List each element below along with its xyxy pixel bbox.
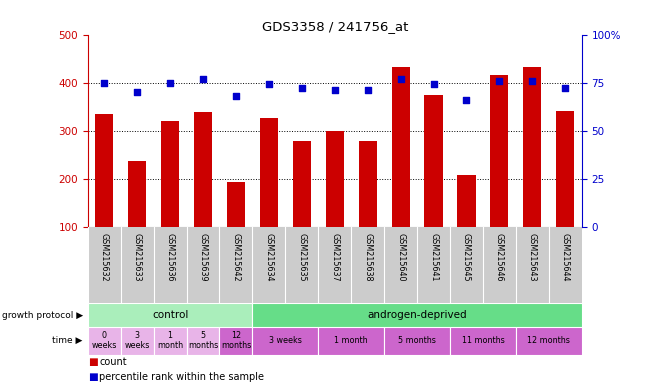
Text: growth protocol ▶: growth protocol ▶: [2, 311, 83, 319]
Text: 5
months: 5 months: [188, 331, 218, 350]
Text: GSM215635: GSM215635: [297, 233, 306, 281]
Text: GSM215632: GSM215632: [99, 233, 109, 281]
Bar: [194, 112, 212, 227]
Text: count: count: [99, 357, 127, 367]
Bar: [326, 131, 344, 227]
Bar: [128, 161, 146, 227]
Point: [560, 85, 571, 91]
Bar: [523, 67, 541, 227]
Text: GSM215643: GSM215643: [528, 233, 537, 281]
Bar: [88, 303, 252, 327]
Point: [462, 97, 472, 103]
Point: [264, 81, 274, 88]
Text: GSM215646: GSM215646: [495, 233, 504, 281]
Bar: [252, 303, 582, 327]
Point: [99, 79, 109, 86]
Point: [165, 79, 176, 86]
Text: 12 months: 12 months: [527, 336, 570, 345]
Bar: [220, 327, 252, 354]
Bar: [391, 67, 410, 227]
Bar: [318, 327, 384, 354]
Text: time ▶: time ▶: [53, 336, 83, 345]
Text: control: control: [152, 310, 188, 320]
Text: ■: ■: [88, 372, 97, 382]
Text: GSM215636: GSM215636: [166, 233, 175, 281]
Text: GSM215645: GSM215645: [462, 233, 471, 281]
Point: [428, 81, 439, 88]
Bar: [121, 327, 153, 354]
Text: androgen-deprived: androgen-deprived: [367, 310, 467, 320]
Text: GSM215642: GSM215642: [231, 233, 240, 281]
Bar: [153, 327, 187, 354]
Point: [231, 93, 241, 99]
Point: [363, 87, 373, 93]
Bar: [450, 327, 516, 354]
Text: GSM215637: GSM215637: [330, 233, 339, 281]
Text: 5 months: 5 months: [398, 336, 436, 345]
Point: [395, 76, 406, 82]
Text: 12
months: 12 months: [221, 331, 251, 350]
Bar: [292, 141, 311, 227]
Text: 1
month: 1 month: [157, 331, 183, 350]
Text: GSM215640: GSM215640: [396, 233, 405, 281]
Bar: [252, 327, 318, 354]
Point: [132, 89, 142, 95]
Text: GSM215641: GSM215641: [429, 233, 438, 281]
Bar: [88, 327, 121, 354]
Bar: [490, 75, 508, 227]
Bar: [424, 94, 443, 227]
Bar: [161, 121, 179, 227]
Bar: [95, 114, 113, 227]
Text: GSM215638: GSM215638: [363, 233, 372, 281]
Text: 3 weeks: 3 weeks: [269, 336, 302, 345]
Point: [198, 76, 208, 82]
Text: GSM215639: GSM215639: [198, 233, 207, 281]
Text: GSM215644: GSM215644: [561, 233, 570, 281]
Text: GSM215634: GSM215634: [265, 233, 274, 281]
Bar: [187, 327, 220, 354]
Text: ■: ■: [88, 357, 97, 367]
Bar: [227, 182, 245, 227]
Point: [494, 78, 504, 84]
Text: GSM215633: GSM215633: [133, 233, 142, 281]
Text: 0
weeks: 0 weeks: [92, 331, 117, 350]
Text: 11 months: 11 months: [462, 336, 504, 345]
Bar: [556, 111, 575, 227]
Point: [330, 87, 340, 93]
Text: percentile rank within the sample: percentile rank within the sample: [99, 372, 265, 382]
Text: 3
weeks: 3 weeks: [124, 331, 150, 350]
Bar: [516, 327, 582, 354]
Bar: [384, 327, 450, 354]
Title: GDS3358 / 241756_at: GDS3358 / 241756_at: [261, 20, 408, 33]
Point: [296, 85, 307, 91]
Point: [527, 78, 538, 84]
Text: 1 month: 1 month: [334, 336, 368, 345]
Bar: [458, 175, 476, 227]
Bar: [359, 141, 377, 227]
Bar: [260, 118, 278, 227]
